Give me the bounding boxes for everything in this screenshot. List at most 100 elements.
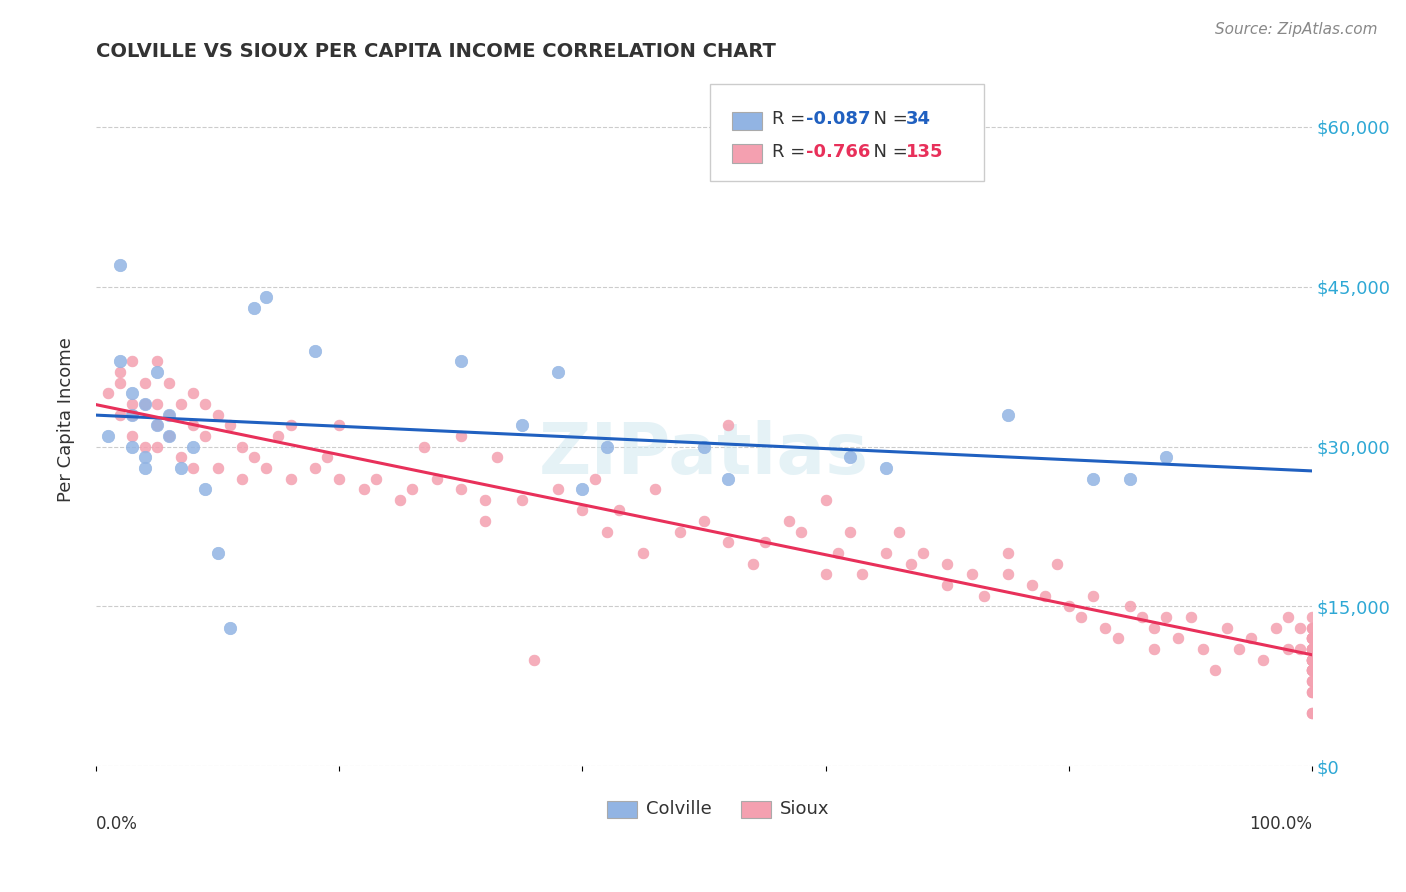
Point — [607, 503, 630, 517]
Point — [1277, 610, 1299, 624]
Point — [280, 471, 302, 485]
Point — [1301, 653, 1323, 667]
Point — [839, 524, 862, 539]
Point — [121, 440, 143, 454]
Point — [1301, 653, 1323, 667]
Point — [254, 460, 277, 475]
Point — [110, 376, 132, 390]
Point — [1301, 684, 1323, 698]
Point — [693, 440, 716, 454]
Point — [1301, 642, 1323, 657]
Point — [547, 365, 569, 379]
Point — [413, 440, 436, 454]
Point — [304, 343, 326, 358]
Point — [134, 460, 156, 475]
Point — [1289, 642, 1312, 657]
Point — [1301, 632, 1323, 646]
Text: 135: 135 — [905, 143, 943, 161]
Point — [1107, 632, 1129, 646]
Point — [1301, 632, 1323, 646]
Point — [523, 653, 546, 667]
Text: ZIPatlas: ZIPatlas — [538, 420, 869, 489]
Point — [450, 482, 472, 496]
Point — [717, 535, 740, 549]
Point — [1301, 673, 1323, 688]
Point — [267, 429, 290, 443]
Point — [510, 418, 533, 433]
Point — [1301, 706, 1323, 720]
Text: Sioux: Sioux — [779, 800, 830, 818]
Point — [1154, 610, 1177, 624]
Point — [146, 440, 169, 454]
Text: 0.0%: 0.0% — [96, 814, 138, 833]
Text: Colville: Colville — [645, 800, 711, 818]
Point — [170, 460, 193, 475]
Point — [170, 397, 193, 411]
Point — [1301, 642, 1323, 657]
Point — [450, 429, 472, 443]
Point — [97, 386, 120, 401]
Point — [936, 578, 959, 592]
Point — [1021, 578, 1043, 592]
Point — [876, 546, 898, 560]
Point — [1301, 664, 1323, 678]
Point — [741, 557, 763, 571]
Point — [596, 440, 619, 454]
Point — [1130, 610, 1153, 624]
Point — [973, 589, 995, 603]
Point — [328, 418, 350, 433]
Point — [1301, 610, 1323, 624]
Point — [790, 524, 813, 539]
Point — [401, 482, 423, 496]
Point — [1301, 621, 1323, 635]
Point — [1083, 589, 1105, 603]
Point — [181, 460, 204, 475]
Point — [668, 524, 690, 539]
Point — [754, 535, 776, 549]
Point — [1083, 471, 1105, 485]
Text: -0.766: -0.766 — [806, 143, 870, 161]
Point — [157, 408, 180, 422]
Point — [1289, 621, 1312, 635]
Point — [997, 408, 1019, 422]
Point — [280, 418, 302, 433]
Point — [243, 301, 266, 315]
Point — [218, 621, 240, 635]
Point — [1301, 664, 1323, 678]
Point — [170, 450, 193, 465]
Point — [194, 397, 217, 411]
Point — [231, 440, 253, 454]
FancyBboxPatch shape — [741, 801, 770, 818]
Point — [243, 450, 266, 465]
Point — [839, 450, 862, 465]
Point — [181, 418, 204, 433]
Point — [1033, 589, 1056, 603]
Y-axis label: Per Capita Income: Per Capita Income — [58, 337, 75, 502]
Point — [146, 418, 169, 433]
Point — [389, 492, 412, 507]
Point — [121, 408, 143, 422]
Point — [146, 418, 169, 433]
Point — [814, 492, 837, 507]
Point — [1154, 450, 1177, 465]
Text: N =: N = — [862, 110, 914, 128]
Point — [693, 514, 716, 528]
Point — [157, 429, 180, 443]
Point — [146, 397, 169, 411]
Point — [997, 567, 1019, 582]
Point — [316, 450, 339, 465]
Point — [207, 460, 229, 475]
Point — [1301, 621, 1323, 635]
Point — [571, 503, 593, 517]
Point — [1118, 599, 1140, 614]
Point — [121, 408, 143, 422]
Point — [1227, 642, 1250, 657]
Point — [851, 567, 873, 582]
Point — [1301, 653, 1323, 667]
Point — [157, 429, 180, 443]
Point — [1094, 621, 1116, 635]
Point — [328, 471, 350, 485]
Point — [1240, 632, 1263, 646]
Point — [450, 354, 472, 368]
Point — [134, 376, 156, 390]
